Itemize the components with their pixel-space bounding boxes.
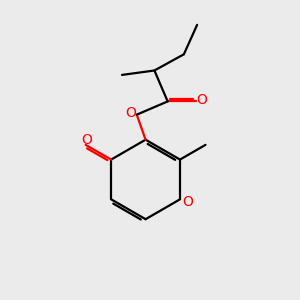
Text: O: O [197, 93, 208, 107]
Text: O: O [82, 134, 93, 147]
Text: O: O [125, 106, 136, 120]
Text: O: O [182, 195, 193, 209]
